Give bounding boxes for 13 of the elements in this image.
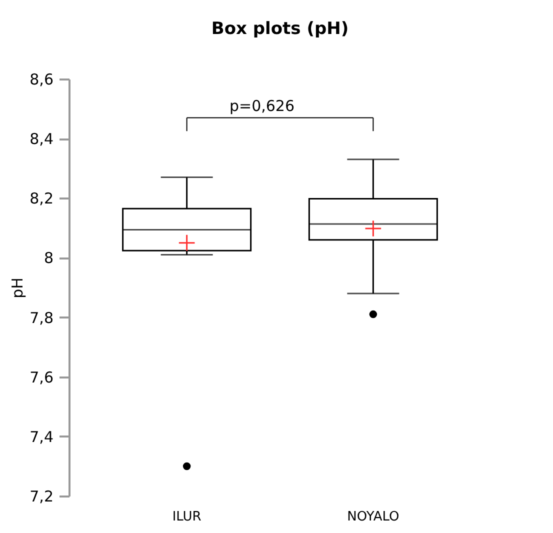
chart-title: Box plots (pH) xyxy=(211,19,349,39)
y-tick-label: 8 xyxy=(44,249,54,268)
y-axis-title: pH xyxy=(8,278,27,298)
x-tick-label: NOYALO xyxy=(347,510,400,524)
y-tick-label: 7,6 xyxy=(30,368,54,386)
x-tick-label: ILUR xyxy=(172,510,202,524)
y-tick-label: 8,2 xyxy=(30,190,54,208)
y-tick-label: 8,6 xyxy=(30,70,54,88)
y-tick-label: 7,4 xyxy=(30,428,54,446)
y-tick-label: 7,8 xyxy=(30,308,54,327)
y-tick-label: 8,4 xyxy=(30,130,54,148)
y-tick-label: 7,2 xyxy=(30,488,54,506)
annotation: p=0,626 xyxy=(229,96,295,115)
